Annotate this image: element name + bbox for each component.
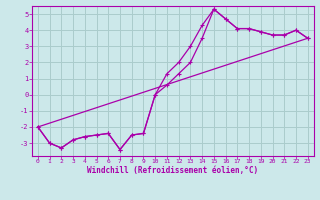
X-axis label: Windchill (Refroidissement éolien,°C): Windchill (Refroidissement éolien,°C) <box>87 166 258 175</box>
